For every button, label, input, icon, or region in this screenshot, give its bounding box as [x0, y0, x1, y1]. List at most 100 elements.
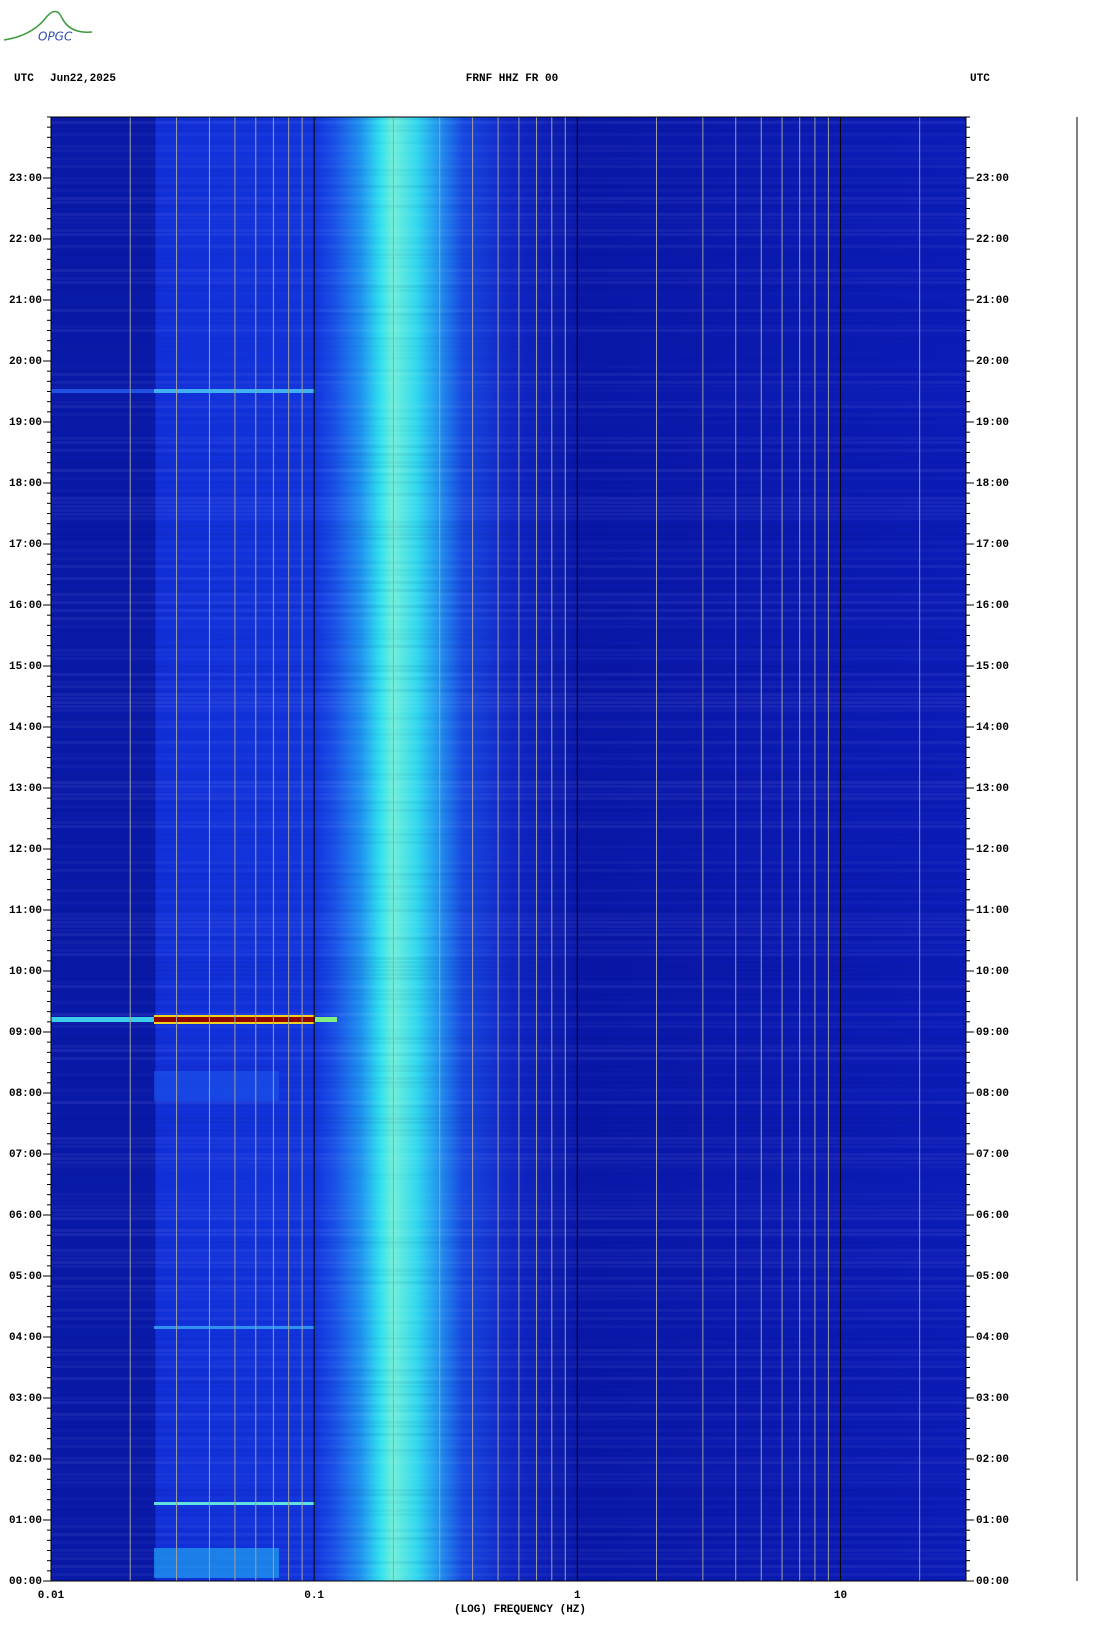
y-tick-label: 09:00 — [976, 1027, 1009, 1039]
texture-stripe — [51, 841, 966, 844]
texture-stripe — [51, 497, 966, 500]
texture-stripe — [51, 937, 966, 940]
texture-stripe — [51, 1425, 966, 1428]
texture-stripe — [51, 441, 966, 444]
y-tick-label: 01:00 — [976, 1515, 1009, 1527]
texture-stripe — [51, 689, 966, 692]
y-tick-label: 20:00 — [976, 356, 1009, 368]
texture-stripe — [51, 1077, 966, 1080]
y-tick-label: 00:00 — [976, 1576, 1009, 1588]
y-tick-label: 04:00 — [9, 1332, 42, 1344]
texture-stripe — [51, 1461, 966, 1464]
texture-stripe — [51, 1449, 966, 1452]
y-tick-label: 23:00 — [9, 173, 42, 185]
texture-stripe — [51, 645, 966, 648]
logo-text: OPGC — [38, 30, 73, 44]
texture-stripe — [51, 1121, 966, 1124]
texture-stripe — [51, 1349, 966, 1352]
y-tick-label: 12:00 — [976, 844, 1009, 856]
texture-stripe — [51, 493, 966, 496]
texture-stripe — [51, 465, 966, 468]
y-tick-label: 03:00 — [9, 1393, 42, 1405]
texture-stripe — [51, 197, 966, 200]
y-tick-label: 23:00 — [976, 173, 1009, 185]
texture-stripe — [51, 525, 966, 528]
texture-stripe — [51, 1157, 966, 1160]
texture — [51, 117, 966, 1568]
y-tick-label: 15:00 — [976, 661, 1009, 673]
chart-title: FRNF HHZ FR 00 — [466, 73, 558, 85]
y-tick-label: 19:00 — [9, 417, 42, 429]
texture-stripe — [51, 589, 966, 592]
texture-stripe — [51, 673, 966, 676]
y-tick-label: 04:00 — [976, 1332, 1009, 1344]
texture-stripe — [51, 1369, 966, 1372]
texture-stripe — [51, 973, 966, 976]
y-tick-label: 13:00 — [976, 783, 1009, 795]
y-tick-label: 21:00 — [976, 295, 1009, 307]
texture-stripe — [51, 701, 966, 704]
y-tick-label: 15:00 — [9, 661, 42, 673]
texture-stripe — [51, 229, 966, 232]
y-tick-label: 17:00 — [976, 539, 1009, 551]
texture-stripe — [51, 677, 966, 680]
texture-stripe — [51, 185, 966, 188]
texture-stripe — [51, 1137, 966, 1140]
date: Jun22,2025 — [50, 73, 116, 85]
texture-stripe — [51, 1489, 966, 1492]
y-tick-label: 10:00 — [9, 966, 42, 978]
y-tick-label: 01:00 — [9, 1515, 42, 1527]
texture-stripe — [51, 1381, 966, 1384]
texture-stripe — [51, 513, 966, 516]
y-tick-label: 18:00 — [976, 478, 1009, 490]
y-tick-label: 07:00 — [9, 1149, 42, 1161]
texture-stripe — [51, 605, 966, 608]
y-tick-label: 08:00 — [976, 1088, 1009, 1100]
texture-stripe — [51, 445, 966, 448]
y-tick-label: 13:00 — [9, 783, 42, 795]
x-tick-label: 0.1 — [304, 1590, 324, 1602]
texture-stripe — [51, 1209, 966, 1212]
texture-stripe — [51, 1129, 966, 1132]
texture-stripe — [51, 601, 966, 604]
y-tick-label: 06:00 — [976, 1210, 1009, 1222]
texture-stripe — [51, 669, 966, 672]
texture-stripe — [51, 1285, 966, 1288]
texture-stripe — [51, 1037, 966, 1040]
texture-stripe — [51, 329, 966, 332]
y-tick-label: 00:00 — [9, 1576, 42, 1588]
y-tick-label: 10:00 — [976, 966, 1009, 978]
texture-stripe — [51, 665, 966, 668]
texture-stripe — [51, 537, 966, 540]
texture-stripe — [51, 373, 966, 376]
texture-stripe — [51, 741, 966, 744]
texture-stripe — [51, 1401, 966, 1404]
texture-stripe — [51, 1049, 966, 1052]
y-tick-label: 17:00 — [9, 539, 42, 551]
texture-stripe — [51, 1365, 966, 1368]
texture-stripe — [51, 1309, 966, 1312]
texture-stripe — [51, 1065, 966, 1068]
y-tick-label: 05:00 — [9, 1271, 42, 1283]
texture-stripe — [51, 873, 966, 876]
texture-stripe — [51, 117, 966, 120]
texture-stripe — [51, 1057, 966, 1060]
texture-stripe — [51, 1261, 966, 1264]
y-tick-label: 06:00 — [9, 1210, 42, 1222]
texture-stripe — [51, 961, 966, 964]
texture-stripe — [51, 269, 966, 272]
texture-stripe — [51, 1153, 966, 1156]
right-header: UTC — [970, 73, 990, 85]
texture-stripe — [51, 1053, 966, 1056]
y-tick-label: 11:00 — [976, 905, 1009, 917]
y-tick-label: 22:00 — [976, 234, 1009, 246]
texture-stripe — [51, 453, 966, 456]
y-tick-label: 21:00 — [9, 295, 42, 307]
texture-stripe — [51, 593, 966, 596]
texture-stripe — [51, 205, 966, 208]
texture-stripe — [51, 1249, 966, 1252]
texture-stripe — [51, 809, 966, 812]
x-tick-label: 0.01 — [38, 1590, 65, 1602]
